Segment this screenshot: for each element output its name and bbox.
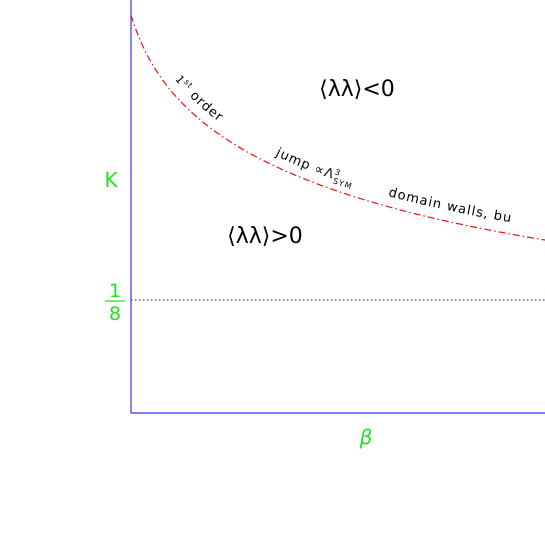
y-mark-numerator: 1 [109,280,121,302]
region-label: ⟨λλ⟩>0 [227,224,303,249]
boundary-label-path: domain walls, bu [387,185,513,226]
boundary-label-path: 1st order [173,73,226,125]
label-text: order [183,85,226,125]
boundary-label-path: jump ∝Λ3 SYM [273,145,354,191]
label-subscript: SYM [332,176,354,191]
boundary-label: domain walls, bu [387,185,513,226]
region-label: ⟨λλ⟩<0 [319,77,395,102]
y-mark-denominator: 8 [109,303,121,325]
label-superscript: st [182,78,195,91]
y-axis-label: K [104,168,118,192]
x-axis-label: β [359,425,373,449]
label-text: domain walls, bu [387,185,513,226]
phase-boundary [130,14,545,241]
boundary-label: jump ∝Λ3 SYM [273,145,354,191]
label-superscript: 3 [334,168,343,178]
label-text: jump ∝Λ [273,145,337,183]
boundary-label: 1st order [173,73,227,125]
